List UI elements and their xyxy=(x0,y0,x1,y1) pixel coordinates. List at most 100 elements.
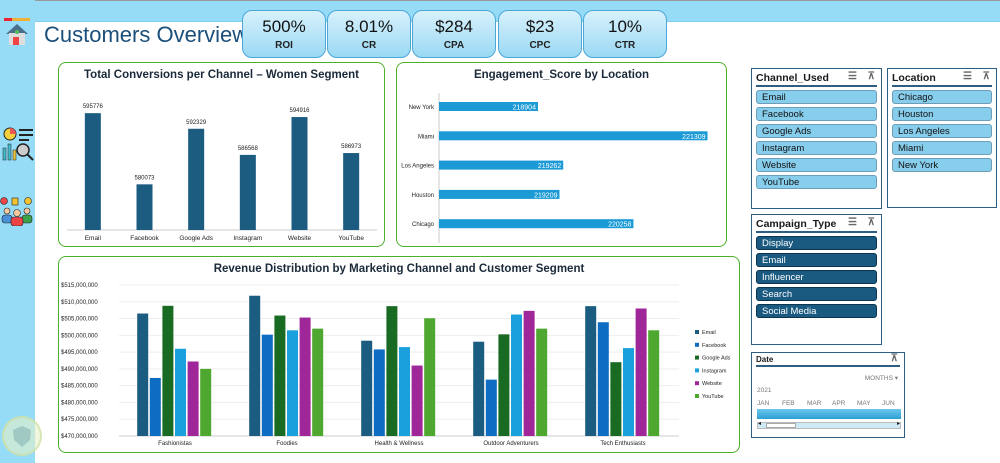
bar xyxy=(536,328,548,436)
slicer-item[interactable]: Display xyxy=(756,236,877,250)
y-tick-label: $500,000,000 xyxy=(61,333,98,339)
bar xyxy=(424,318,436,436)
data-label: 580073 xyxy=(134,175,155,181)
bar xyxy=(239,154,256,230)
legend-label: YouTube xyxy=(702,394,724,400)
month-label: JAN xyxy=(757,400,770,407)
legend-label: Email xyxy=(702,330,716,336)
slicer-item[interactable]: Email xyxy=(756,253,877,267)
bar xyxy=(249,295,261,436)
slicer-item[interactable]: New York xyxy=(892,158,992,172)
data-label: 586568 xyxy=(238,146,259,152)
slicer-item[interactable]: Social Media xyxy=(756,304,877,318)
kpi-value: 8.01% xyxy=(344,17,394,36)
chart-title: Total Conversions per Channel – Women Se… xyxy=(84,69,359,81)
year-label: 2021 xyxy=(757,387,772,394)
multi-select-icon[interactable]: ☰ xyxy=(848,71,857,82)
y-tick-label: Miami xyxy=(418,134,434,140)
bar xyxy=(623,348,634,436)
slicer-item[interactable]: Influencer xyxy=(756,270,877,284)
kpi-label: CTR xyxy=(614,40,636,51)
legend-label: Instagram xyxy=(702,368,727,374)
bar xyxy=(610,362,622,436)
bar xyxy=(498,334,510,436)
y-tick-label: Houston xyxy=(412,193,434,199)
slicer-item[interactable]: Instagram xyxy=(756,141,877,155)
bar xyxy=(411,365,423,436)
clear-filter-icon[interactable]: ⊼ xyxy=(867,71,875,82)
kpi-card-ctr[interactable]: 10% CTR xyxy=(583,10,667,58)
kpi-card-cpa[interactable]: $284 CPA xyxy=(412,10,496,58)
bar xyxy=(648,330,660,436)
customers-icon[interactable] xyxy=(0,196,34,231)
timeline-bar[interactable] xyxy=(757,409,901,419)
bar xyxy=(439,219,634,229)
bar xyxy=(299,317,311,436)
home-icon[interactable] xyxy=(4,18,30,46)
bar xyxy=(175,348,186,436)
data-label: 595776 xyxy=(83,104,104,110)
slicer-title: Location xyxy=(892,72,936,84)
month-label: MAY xyxy=(857,400,871,407)
clear-filter-icon[interactable]: ⊼ xyxy=(890,353,898,364)
kpi-card-cpc[interactable]: $23 CPC xyxy=(498,10,582,58)
bar xyxy=(274,315,286,436)
kpi-card-cr[interactable]: 8.01% CR xyxy=(327,10,411,58)
kpi-label: CPC xyxy=(529,40,551,51)
y-tick-label: $505,000,000 xyxy=(61,317,98,323)
clear-filter-icon[interactable]: ⊼ xyxy=(867,217,875,228)
chart-title: Engagement_Score by Location xyxy=(473,69,650,81)
legend-swatch xyxy=(695,394,699,398)
timeline-scrollbar[interactable]: ◂ ▸ xyxy=(757,421,901,429)
slicer-title: Campaign_Type xyxy=(756,218,837,230)
y-tick-label: $485,000,000 xyxy=(61,384,98,390)
x-tick-label: Tech Enthusiasts xyxy=(600,441,645,447)
logo-watermark xyxy=(2,416,42,456)
bar xyxy=(373,349,385,436)
slicer-item[interactable]: Los Angeles xyxy=(892,124,992,138)
slicer-item[interactable]: Facebook xyxy=(756,107,877,121)
time-level-dropdown[interactable]: MONTHS ▾ xyxy=(864,375,898,382)
bar xyxy=(343,153,360,230)
slicer-item[interactable]: Email xyxy=(756,90,877,104)
y-tick-label: $470,000,000 xyxy=(61,434,98,440)
multi-select-icon[interactable]: ☰ xyxy=(963,71,972,82)
y-tick-label: $495,000,000 xyxy=(61,350,98,356)
data-label: 219262 xyxy=(538,163,561,170)
month-label: FEB xyxy=(782,400,795,407)
data-label: 594916 xyxy=(289,108,310,114)
y-tick-label: Chicago xyxy=(412,222,435,228)
month-label: JUN xyxy=(882,400,895,407)
analytics-icon[interactable] xyxy=(2,126,34,167)
y-tick-label: Los Angeles xyxy=(401,164,434,170)
kpi-value: $284 xyxy=(435,17,473,36)
multi-select-icon[interactable]: ☰ xyxy=(848,217,857,228)
slicer-item[interactable]: Google Ads xyxy=(756,124,877,138)
x-tick-label: YouTube xyxy=(338,235,364,242)
slicer-item[interactable]: YouTube xyxy=(756,175,877,189)
x-tick-label: Outdoor Adventurers xyxy=(483,441,538,447)
slicer-item[interactable]: Miami xyxy=(892,141,992,155)
legend-swatch xyxy=(695,355,699,360)
slicer-item[interactable]: Search xyxy=(756,287,877,301)
data-label: 221309 xyxy=(682,134,705,141)
slicer-title: Date xyxy=(756,355,774,364)
kpi-card-roi[interactable]: 500% ROI xyxy=(242,10,326,58)
clear-filter-icon[interactable]: ⊼ xyxy=(982,71,990,82)
conversions-chart-panel: Total Conversions per Channel – Women Se… xyxy=(58,62,385,247)
sidebar xyxy=(0,0,42,463)
bar xyxy=(361,340,373,436)
bar xyxy=(136,184,153,230)
location-slicer: Location ☰ ⊼ Chicago Houston Los Angeles Miam… xyxy=(887,68,997,208)
slicer-item[interactable]: Houston xyxy=(892,107,992,121)
y-tick-label: New York xyxy=(409,105,435,111)
x-tick-label: Foodies xyxy=(276,441,297,447)
bar xyxy=(261,334,273,436)
channel-slicer: Channel_Used ☰ ⊼ Email Facebook Google Ads In… xyxy=(751,68,882,209)
bar xyxy=(137,313,149,436)
bar xyxy=(149,377,161,436)
slicer-item[interactable]: Chicago xyxy=(892,90,992,104)
legend-label: Facebook xyxy=(702,343,726,349)
slicer-item[interactable]: Website xyxy=(756,158,877,172)
page-title: Customers Overview xyxy=(44,22,249,47)
